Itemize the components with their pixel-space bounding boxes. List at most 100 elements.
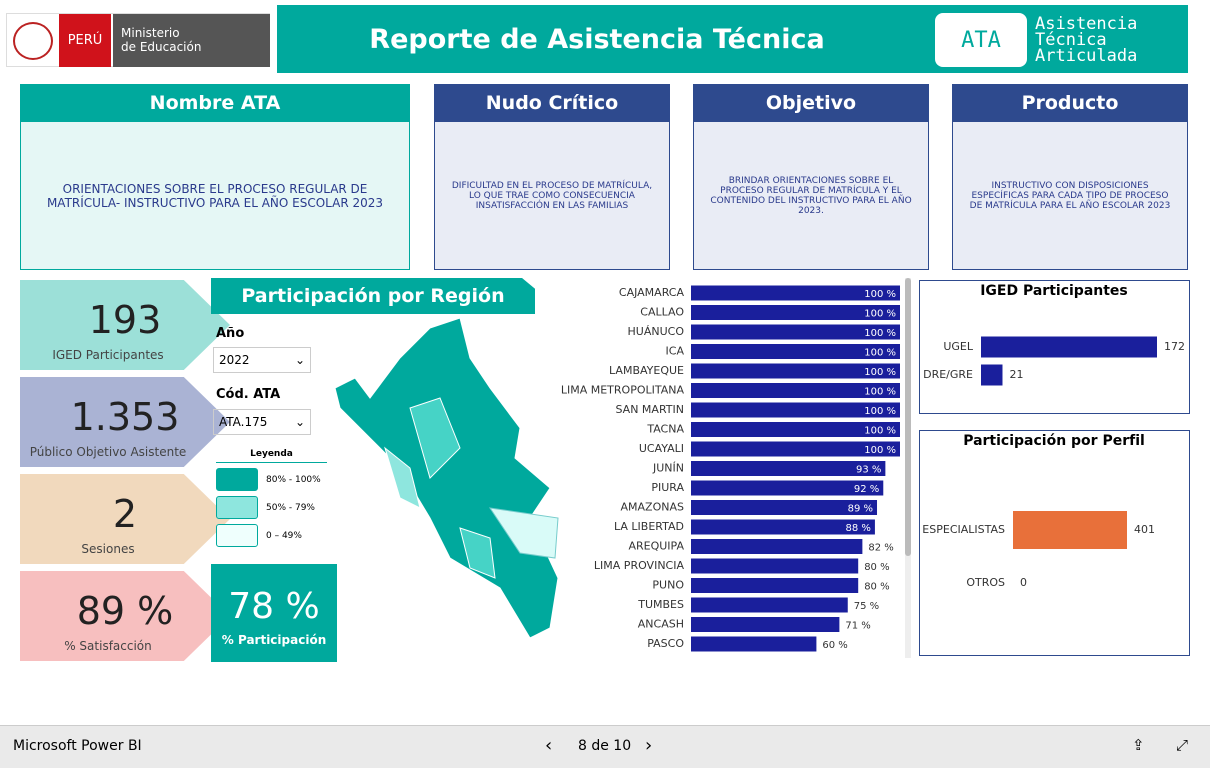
map-region: [409, 397, 461, 479]
badge-text: Asistencia Técnica Articulada: [1035, 14, 1138, 65]
category-label: HUÁNUCO: [628, 325, 685, 338]
chart-title: Participación por Perfil: [963, 433, 1145, 449]
card-title: Nudo Crítico: [434, 84, 670, 122]
map-region: [334, 318, 559, 639]
bar: [981, 336, 1157, 358]
category-label: LIMA METROPOLITANA: [561, 384, 685, 397]
filter-select[interactable]: 2022 ⌄: [213, 347, 311, 373]
card-body: INSTRUCTIVO CON DISPOSICIONES ESPECÍFICA…: [952, 122, 1188, 270]
footer: Microsoft Power BI ‹ 8 de 10 › ⇪ ⤢: [0, 725, 1210, 768]
legend-item: 80% - 100%: [216, 468, 327, 491]
value-label: 60 %: [822, 640, 847, 651]
bar: [691, 578, 859, 593]
category-label: JUNÍN: [652, 462, 684, 475]
bar: [691, 441, 900, 457]
iged-chart: IGED Participantes UGEL 172 DRE/GRE 21: [923, 283, 1185, 386]
share[interactable]: ⇪: [1132, 736, 1145, 754]
fullscreen[interactable]: ⤢: [1176, 736, 1189, 754]
kpi-value: 193: [88, 298, 162, 342]
bar: [691, 402, 900, 418]
category-label: DRE/GRE: [923, 368, 973, 381]
legend-swatch: [216, 468, 258, 491]
bar: [981, 364, 1003, 386]
badge: ATA: [935, 13, 1027, 67]
kpi-value: 89 %: [76, 589, 174, 633]
logo-country: PERÚ: [59, 14, 111, 67]
page-title: Reporte de Asistencia Técnica: [369, 23, 825, 55]
value-label: 93 %: [856, 465, 881, 476]
kpi-value: 1.353: [70, 395, 180, 439]
chart-frame: [919, 430, 1190, 656]
bar: [691, 305, 900, 320]
participation-value: 78 %: [228, 586, 320, 627]
kpi-card: 193 IGED Participantes: [20, 280, 230, 370]
kpi-card: 89 % % Satisfacción: [20, 571, 230, 661]
bar: [1013, 511, 1127, 549]
value-label: 100 %: [864, 426, 896, 437]
value-label: 100 %: [864, 328, 896, 339]
value-label: 100 %: [864, 348, 896, 359]
chart-title: IGED Participantes: [980, 283, 1128, 299]
legend-label: 50% - 79%: [266, 502, 315, 513]
bar: [691, 539, 863, 554]
value-label: 82 %: [868, 543, 893, 554]
kpi-label: IGED Participantes: [52, 348, 164, 362]
chart-frame: [919, 280, 1190, 414]
category-label: ICA: [666, 345, 685, 358]
value-label: 100 %: [864, 289, 896, 300]
page-indicator: 8 de 10: [578, 738, 632, 754]
participation-label: % Participación: [221, 633, 327, 647]
card-title: Producto: [952, 84, 1188, 122]
category-label: SAN MARTIN: [616, 403, 685, 416]
panel-title: Participación por Región: [211, 278, 535, 314]
value-label: 21: [1009, 368, 1023, 381]
bar: [691, 422, 900, 437]
category-label: LIMA PROVINCIA: [594, 559, 685, 572]
map-region: [384, 446, 421, 509]
kpi-label: Público Objetivo Asistente: [29, 445, 187, 459]
kpi-label: % Satisfacción: [64, 639, 152, 653]
legend-label: 80% - 100%: [266, 474, 321, 485]
kpi-value: 2: [112, 492, 138, 536]
map-region: [459, 527, 496, 579]
region-chart: CAJAMARCA 100 % CALLAO 100 % HUÁNUCO 100 % ICA…: [561, 278, 911, 658]
card-title: Objetivo: [693, 84, 929, 122]
bar: [691, 636, 817, 652]
bar: [691, 285, 900, 301]
value-label: 88 %: [846, 523, 871, 534]
bar: [691, 461, 886, 476]
ministry-line: de Educación: [121, 40, 202, 54]
filter-select[interactable]: ATA.175 ⌄: [213, 409, 311, 435]
participation-card: 78 % % Participación: [211, 564, 337, 662]
next-page[interactable]: ›: [645, 735, 653, 756]
card-title: Nombre ATA: [20, 84, 410, 122]
bar: [691, 480, 884, 496]
scroll-thumb[interactable]: [905, 278, 911, 556]
category-label: ANCASH: [638, 618, 684, 631]
value-label: 75 %: [854, 601, 879, 612]
kpi-card: 2 Sesiones: [20, 474, 230, 564]
bar: [691, 500, 878, 515]
perfil-chart: Participación por Perfil ESPECIALISTAS 401…: [922, 433, 1155, 589]
value-label: 0: [1020, 576, 1027, 589]
value-label: 80 %: [864, 582, 889, 593]
filter-label: Cód. ATA: [216, 387, 281, 402]
kpi-label: Sesiones: [81, 542, 135, 556]
category-label: LA LIBERTAD: [614, 520, 684, 533]
category-label: PIURA: [651, 481, 684, 494]
prev-page[interactable]: ‹: [545, 735, 553, 756]
filter-label: Año: [216, 326, 245, 341]
map-region: [488, 507, 559, 559]
value-label: 71 %: [845, 621, 870, 632]
bar: [691, 324, 900, 340]
card-body: DIFICULTAD EN EL PROCESO DE MATRÍCULA, L…: [434, 122, 670, 270]
badge-line: Asistencia: [1035, 14, 1138, 34]
legend-item: 0 – 49%: [216, 524, 327, 547]
category-label: LAMBAYEQUE: [609, 364, 684, 377]
category-label: UGEL: [943, 340, 974, 353]
kpi-card: 1.353 Público Objetivo Asistente: [20, 377, 230, 467]
value-label: 172: [1164, 340, 1185, 353]
legend-swatch: [216, 524, 258, 547]
category-label: PASCO: [647, 637, 684, 650]
